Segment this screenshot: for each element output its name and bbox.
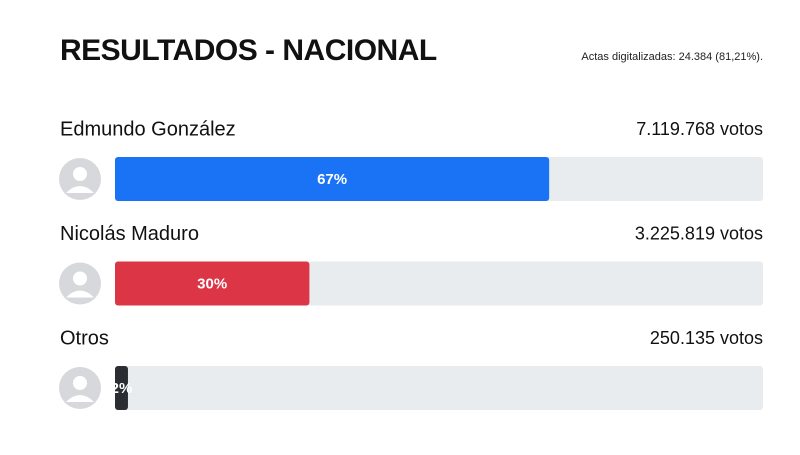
bar-label: 67%	[317, 171, 347, 188]
bar-label: 30%	[197, 275, 227, 292]
candidate-name: Edmundo González	[60, 118, 236, 140]
avatar-body	[66, 186, 94, 193]
bar-label: 2%	[111, 380, 133, 397]
bar-track	[115, 366, 763, 410]
candidate-name: Nicolás Maduro	[60, 223, 199, 245]
vote-count: 250.135 votos	[650, 328, 763, 348]
vote-count: 3.225.819 votos	[635, 223, 763, 243]
candidate-name: Otros	[60, 327, 109, 349]
avatar-body	[66, 395, 94, 402]
vote-count: 7.119.768 votos	[636, 119, 763, 139]
avatar-head	[73, 376, 87, 390]
chart-title: RESULTADOS - NACIONAL	[60, 34, 437, 67]
bar	[115, 157, 550, 201]
bar	[115, 261, 310, 306]
chart-subtitle: Actas digitalizadas: 24.384 (81,21%).	[581, 51, 763, 63]
avatar-head	[73, 167, 87, 181]
avatar-body	[66, 290, 94, 298]
avatar-head	[73, 271, 87, 286]
bar	[115, 366, 128, 410]
